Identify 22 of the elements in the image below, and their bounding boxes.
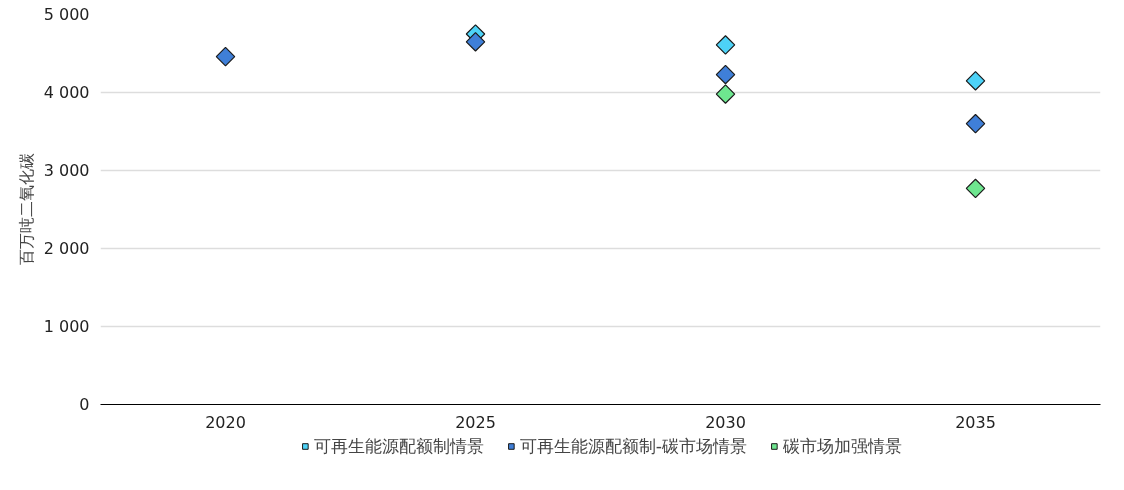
point xyxy=(965,71,986,91)
point xyxy=(965,178,986,199)
x-tick-label: 2020 xyxy=(205,412,246,432)
point xyxy=(715,35,736,55)
x-tick-label: 2030 xyxy=(705,412,746,432)
point xyxy=(215,46,236,67)
legend-label: 可再生能源配额制-碳市场情景 xyxy=(519,435,748,458)
y-tick-label: 5 000 xyxy=(43,5,90,24)
legend-label: 碳市场加强情景 xyxy=(783,435,903,458)
y-tick-label: 3 000 xyxy=(43,161,90,180)
point xyxy=(965,113,986,134)
legend-label: 可再生能源配额制情景 xyxy=(313,435,484,458)
point xyxy=(715,84,736,104)
y-tick-label: 4 000 xyxy=(43,83,90,102)
y-tick-label: 1 000 xyxy=(43,317,90,336)
point xyxy=(715,64,736,85)
y-axis-title: 百万吨二氧化碳 xyxy=(16,153,36,266)
x-tick-label: 2025 xyxy=(455,412,496,432)
y-tick-label: 2 000 xyxy=(43,239,90,258)
x-tick-label: 2035 xyxy=(955,412,996,432)
point xyxy=(465,32,486,52)
y-tick-label: 0 xyxy=(79,395,90,414)
